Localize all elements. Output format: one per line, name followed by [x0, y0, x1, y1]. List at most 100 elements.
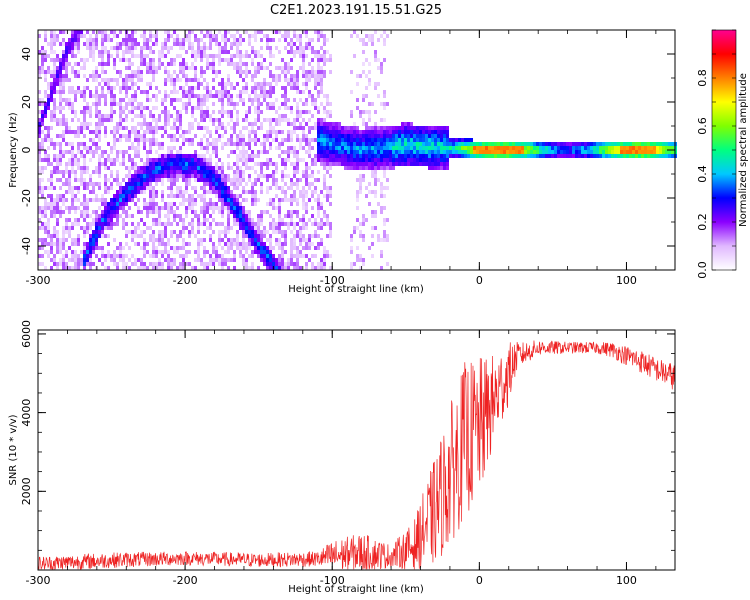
heatmap-cell	[161, 98, 164, 102]
heatmap-cell	[563, 154, 566, 158]
heatmap-cell	[50, 214, 53, 218]
heatmap-cell	[257, 82, 260, 86]
heatmap-cell	[113, 86, 116, 90]
heatmap-cell	[38, 118, 41, 122]
heatmap-cell	[275, 230, 278, 234]
heatmap-cell	[62, 198, 65, 202]
heatmap-cell	[107, 202, 110, 206]
heatmap-cell	[128, 62, 131, 66]
heatmap-cell	[71, 162, 74, 166]
heatmap-cell	[293, 82, 296, 86]
heatmap-cell	[86, 186, 89, 190]
heatmap-cell	[131, 186, 134, 190]
heatmap-cell	[335, 122, 338, 126]
heatmap-cell	[152, 106, 155, 110]
heatmap-cell	[77, 142, 80, 146]
heatmap-cell	[44, 106, 47, 110]
heatmap-cell	[296, 234, 299, 238]
heatmap-cell	[221, 178, 224, 182]
heatmap-cell	[68, 174, 71, 178]
heatmap-cell	[242, 246, 245, 250]
heatmap-cell	[437, 142, 440, 146]
heatmap-cell	[143, 42, 146, 46]
heatmap-cell	[188, 34, 191, 38]
heatmap-cell	[164, 122, 167, 126]
heatmap-cell	[383, 234, 386, 238]
heatmap-cell	[359, 130, 362, 134]
heatmap-cell	[92, 246, 95, 250]
heatmap-cell	[98, 206, 101, 210]
heatmap-cell	[191, 86, 194, 90]
heatmap-cell	[227, 186, 230, 190]
heatmap-cell	[296, 258, 299, 262]
heatmap-cell	[281, 94, 284, 98]
heatmap-cell	[308, 110, 311, 114]
colorbar-label: Normalized spectral amplitude	[738, 73, 749, 227]
heatmap-cell	[53, 66, 56, 70]
heatmap-cell	[293, 242, 296, 246]
heatmap-cell	[155, 122, 158, 126]
heatmap-cell	[104, 162, 107, 166]
heatmap-cell	[251, 202, 254, 206]
heatmap-cell	[182, 190, 185, 194]
heatmap-cell	[404, 130, 407, 134]
heatmap-cell	[359, 222, 362, 226]
heatmap-cell	[71, 242, 74, 246]
heatmap-cell	[545, 146, 548, 150]
heatmap-cell	[56, 166, 59, 170]
heatmap-cell	[71, 130, 74, 134]
heatmap-cell	[233, 102, 236, 106]
heatmap-cell	[197, 222, 200, 226]
heatmap-cell	[47, 178, 50, 182]
heatmap-cell	[191, 162, 194, 166]
heatmap-cell	[83, 114, 86, 118]
heatmap-cell	[383, 106, 386, 110]
heatmap-cell	[101, 42, 104, 46]
heatmap-cell	[53, 42, 56, 46]
heatmap-cell	[242, 222, 245, 226]
heatmap-cell	[47, 86, 50, 90]
heatmap-cell	[203, 190, 206, 194]
heatmap-cell	[86, 226, 89, 230]
heatmap-cell	[95, 98, 98, 102]
heatmap-cell	[122, 150, 125, 154]
heatmap-cell	[80, 94, 83, 98]
heatmap-cell	[320, 242, 323, 246]
heatmap-cell	[260, 234, 263, 238]
heatmap-cell	[104, 46, 107, 50]
heatmap-cell	[176, 186, 179, 190]
heatmap-cell	[335, 142, 338, 146]
heatmap-cell	[305, 142, 308, 146]
heatmap-cell	[86, 242, 89, 246]
heatmap-cell	[278, 122, 281, 126]
heatmap-cell	[119, 122, 122, 126]
heatmap-cell	[257, 234, 260, 238]
heatmap-cell	[65, 58, 68, 62]
heatmap-cell	[254, 134, 257, 138]
heatmap-cell	[68, 226, 71, 230]
heatmap-cell	[344, 130, 347, 134]
heatmap-cell	[44, 70, 47, 74]
heatmap-cell	[251, 222, 254, 226]
heatmap-cell	[179, 162, 182, 166]
heatmap-cell	[446, 154, 449, 158]
heatmap-cell	[248, 142, 251, 146]
heatmap-cell	[515, 142, 518, 146]
heatmap-cell	[230, 102, 233, 106]
heatmap-cell	[134, 98, 137, 102]
heatmap-cell	[266, 90, 269, 94]
heatmap-cell	[275, 186, 278, 190]
heatmap-cell	[251, 218, 254, 222]
heatmap-cell	[98, 198, 101, 202]
heatmap-cell	[359, 150, 362, 154]
heatmap-cell	[206, 30, 209, 34]
heatmap-cell	[89, 106, 92, 110]
heatmap-cell	[260, 110, 263, 114]
heatmap-cell	[68, 150, 71, 154]
heatmap-cell	[125, 58, 128, 62]
heatmap-cell	[131, 238, 134, 242]
heatmap-cell	[419, 142, 422, 146]
heatmap-cell	[245, 162, 248, 166]
heatmap-cell	[311, 174, 314, 178]
heatmap-cell	[92, 230, 95, 234]
